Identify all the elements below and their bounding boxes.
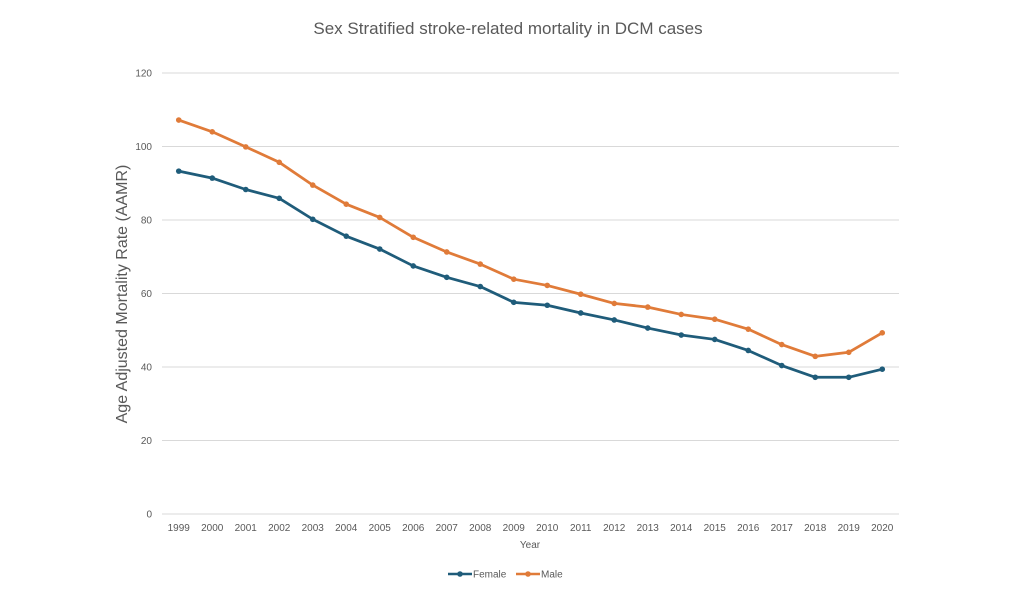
data-point-female xyxy=(845,374,852,381)
x-tick-label: 2019 xyxy=(838,523,861,534)
data-point-female xyxy=(276,195,283,202)
data-point-female xyxy=(678,332,685,338)
data-point-male xyxy=(745,326,752,332)
x-tick-label: 2008 xyxy=(469,523,492,534)
legend-item-male: Male xyxy=(516,570,563,581)
data-point-male xyxy=(845,349,852,356)
legend-marker-female xyxy=(457,571,463,577)
y-tick-label: 60 xyxy=(141,289,153,300)
legend-label-male: Male xyxy=(541,570,563,581)
x-tick-label: 2004 xyxy=(335,523,358,534)
legend-label-female: Female xyxy=(473,570,507,581)
data-point-female xyxy=(175,168,182,174)
y-tick-label: 100 xyxy=(135,142,152,153)
data-point-female xyxy=(577,310,584,316)
x-tick-label: 2017 xyxy=(771,523,794,534)
x-tick-label: 2006 xyxy=(402,523,425,534)
series-female xyxy=(175,168,886,381)
data-point-male xyxy=(443,249,450,255)
x-tick-label: 2007 xyxy=(436,523,459,534)
chart-title: Sex Stratified stroke-related mortality … xyxy=(313,19,702,38)
data-point-male xyxy=(812,353,819,360)
data-point-male xyxy=(644,304,651,310)
series-male xyxy=(175,117,886,360)
data-point-male xyxy=(175,117,182,123)
series-group xyxy=(175,117,886,381)
data-point-female xyxy=(410,263,417,269)
x-tick-label: 2005 xyxy=(369,523,392,534)
x-tick-label: 2010 xyxy=(536,523,559,534)
x-tick-label: 2015 xyxy=(704,523,727,534)
x-axis-title: Year xyxy=(520,540,541,551)
x-tick-label: 2012 xyxy=(603,523,626,534)
legend-marker-male xyxy=(525,571,531,577)
data-point-female xyxy=(611,317,618,323)
data-point-male xyxy=(544,282,551,289)
data-point-female xyxy=(477,283,484,290)
series-line-female xyxy=(177,169,884,379)
data-point-male xyxy=(611,300,618,307)
y-tick-label: 20 xyxy=(141,436,153,447)
data-point-female xyxy=(443,274,450,281)
x-tick-label: 2001 xyxy=(235,523,258,534)
x-tick-label: 2003 xyxy=(302,523,325,534)
data-point-male xyxy=(309,182,316,188)
data-point-female xyxy=(510,299,517,306)
series-line-male xyxy=(177,118,884,358)
data-point-female xyxy=(711,336,718,343)
data-point-male xyxy=(209,129,216,135)
data-point-female xyxy=(644,325,651,331)
data-point-female xyxy=(309,216,316,223)
data-point-female xyxy=(544,302,551,309)
data-point-male xyxy=(778,341,785,348)
gridlines xyxy=(162,72,899,515)
data-point-male xyxy=(678,311,685,318)
data-point-male xyxy=(477,261,484,267)
x-tick-label: 1999 xyxy=(168,523,191,534)
data-point-female xyxy=(778,362,785,369)
y-tick-label: 80 xyxy=(141,216,153,227)
data-point-male xyxy=(711,316,718,323)
data-point-male xyxy=(343,201,350,207)
data-point-male xyxy=(376,214,383,221)
x-tick-label: 2011 xyxy=(570,523,592,534)
data-point-female xyxy=(812,374,819,381)
x-tick-label: 2020 xyxy=(871,523,894,534)
data-point-female xyxy=(343,233,350,239)
data-point-male xyxy=(242,144,249,150)
x-tick-label: 2013 xyxy=(637,523,660,534)
y-tick-label: 40 xyxy=(141,363,153,374)
data-point-male xyxy=(410,234,417,241)
data-point-female xyxy=(242,186,249,193)
data-point-male xyxy=(577,291,584,298)
y-tick-label: 120 xyxy=(135,69,152,80)
data-point-female xyxy=(745,347,752,354)
legend: Female Male xyxy=(448,570,563,581)
x-tick-label: 2000 xyxy=(201,523,224,534)
data-point-male xyxy=(510,276,517,282)
x-tick-label: 2014 xyxy=(670,523,693,534)
x-tick-label: 2016 xyxy=(737,523,760,534)
x-tick-label: 2018 xyxy=(804,523,827,534)
y-tick-label: 0 xyxy=(146,510,152,521)
x-tick-label: 2009 xyxy=(503,523,526,534)
data-point-male xyxy=(879,330,886,336)
data-point-female xyxy=(209,175,216,181)
x-tick-label: 2002 xyxy=(268,523,291,534)
data-point-male xyxy=(276,159,283,166)
x-tick-labels: 1999 2000 2001 2002 2003 2004 2005 2006 2007 2008… xyxy=(168,523,894,534)
y-axis-title: Age Adjusted Mortality Rate (AAMR) xyxy=(114,165,131,424)
data-point-female xyxy=(376,246,383,252)
legend-item-female: Female xyxy=(448,570,507,581)
y-tick-labels: 0 20 40 60 80 100 120 xyxy=(135,69,152,521)
data-point-female xyxy=(879,366,886,373)
